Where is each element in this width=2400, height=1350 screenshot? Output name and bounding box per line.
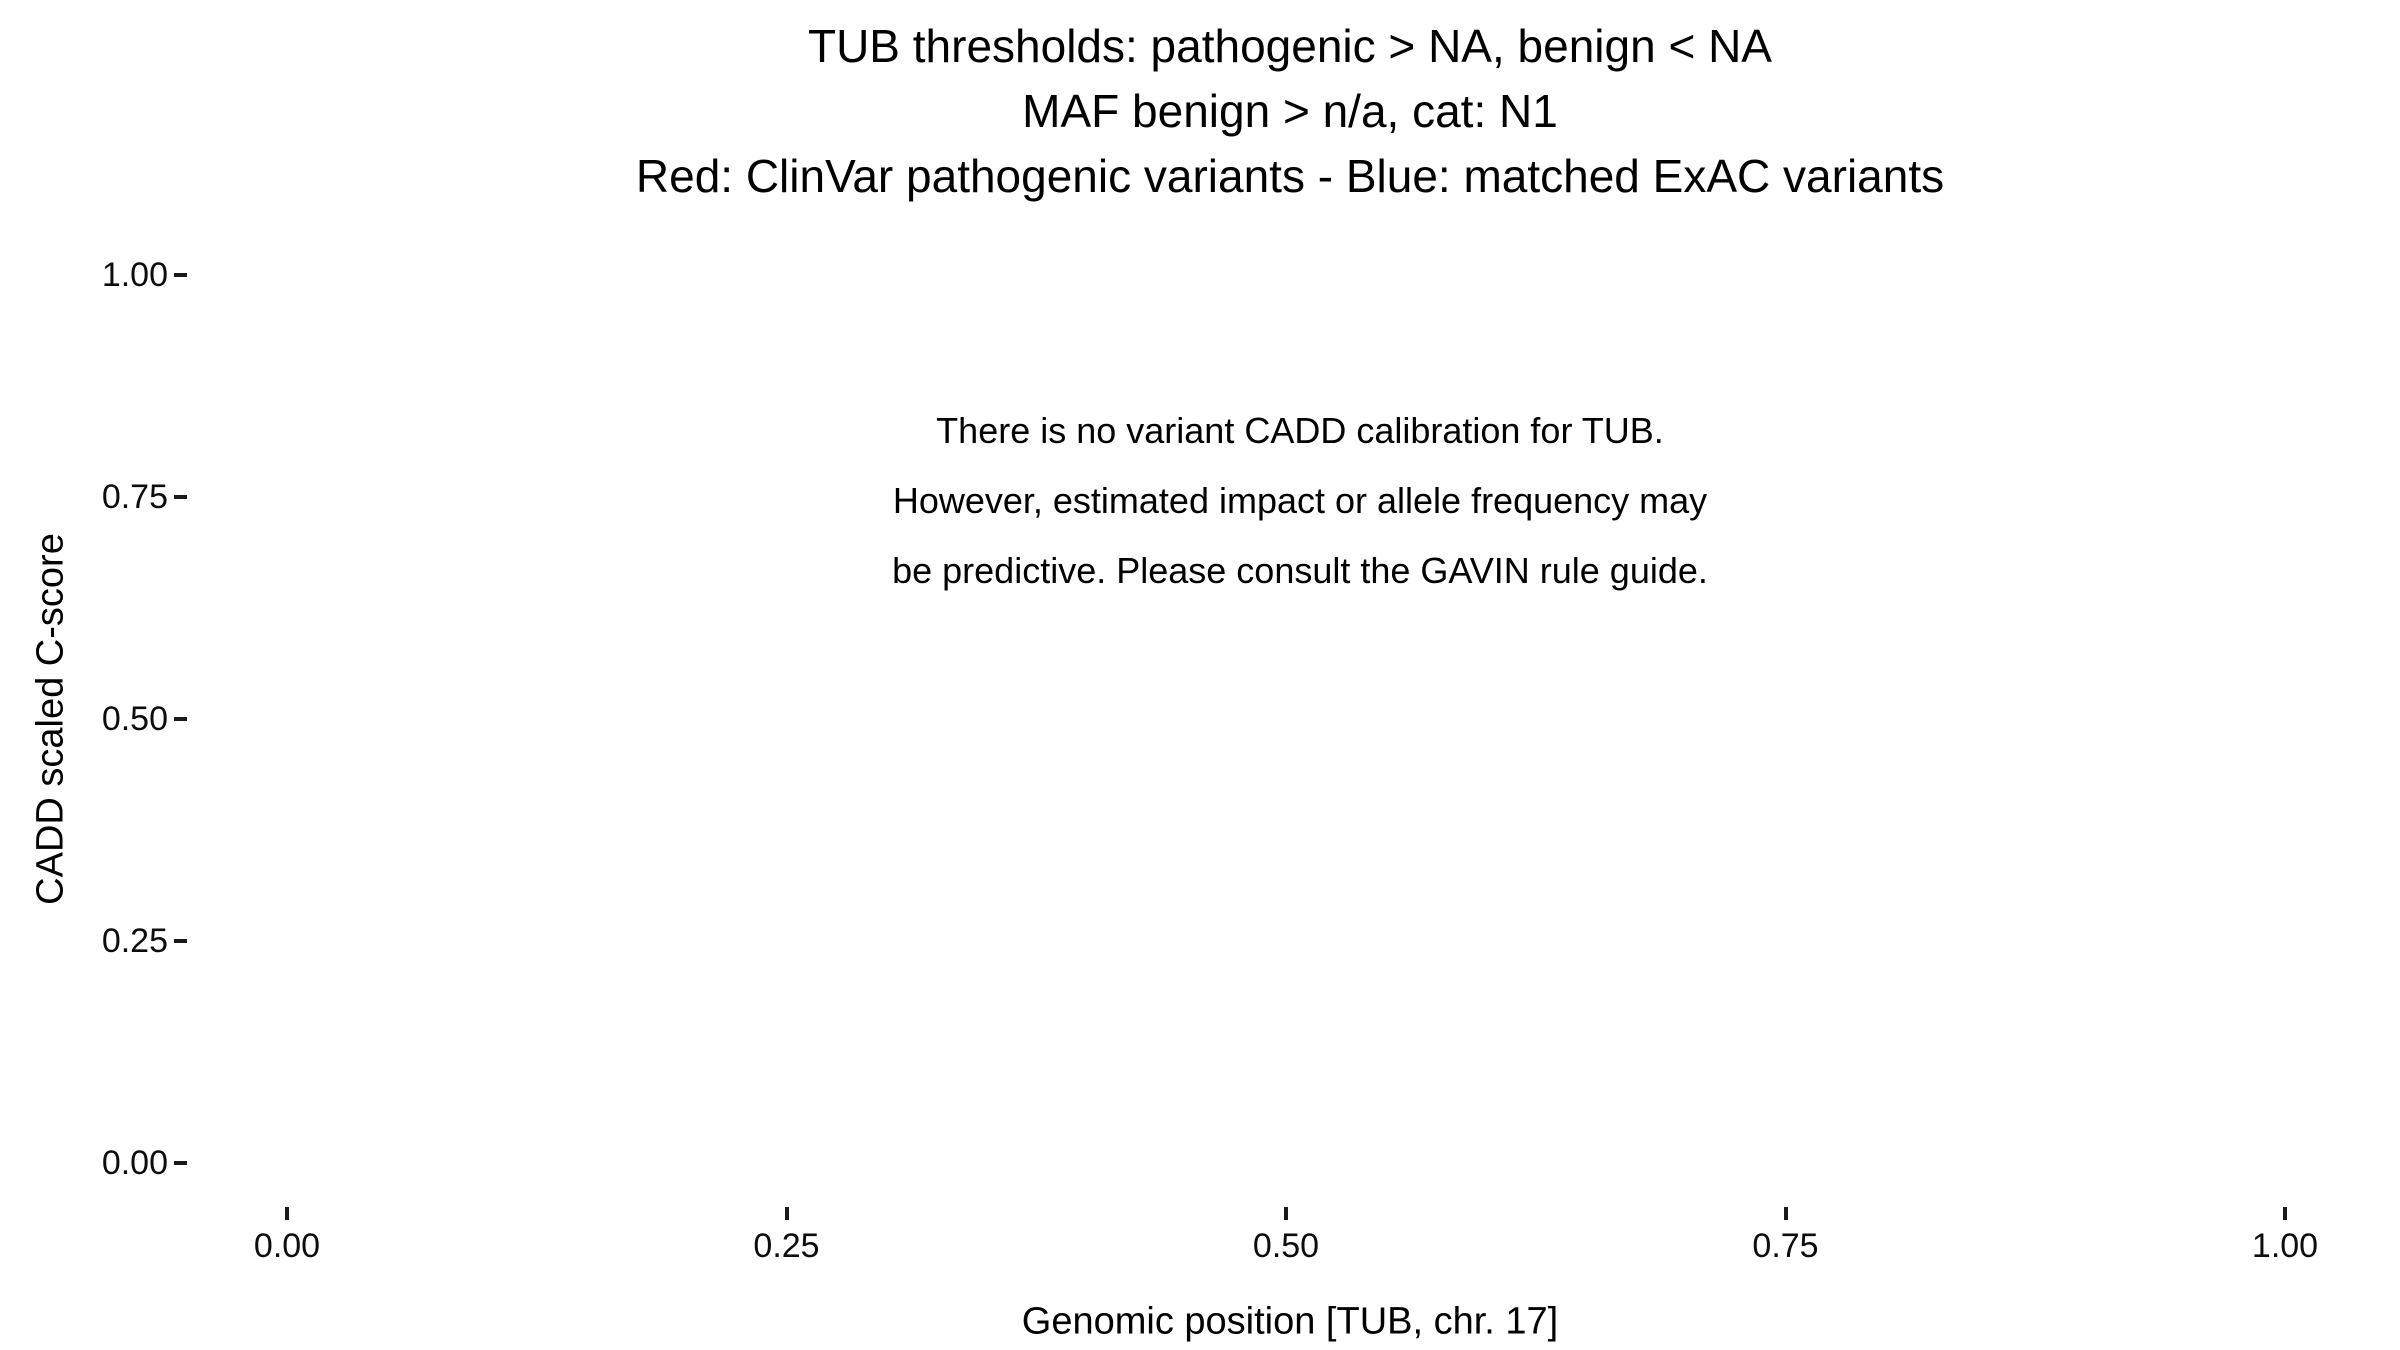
x-tick-label: 0.25	[753, 1227, 820, 1265]
panel-annotation-line-1: There is no variant CADD calibration for…	[936, 410, 1664, 451]
y-tick-mark	[174, 495, 187, 499]
y-tick-label: 0.00	[101, 1144, 168, 1182]
x-tick-mark	[1783, 1207, 1788, 1220]
y-tick-mark	[174, 939, 187, 943]
y-tick-label: 0.50	[101, 700, 168, 738]
chart-title: TUB thresholds: pathogenic > NA, benign …	[190, 14, 2390, 209]
chart-title-line-3: Red: ClinVar pathogenic variants - Blue:…	[635, 150, 1945, 202]
panel-annotation-line-2: However, estimated impact or allele freq…	[892, 480, 1708, 521]
y-tick-label: 1.00	[101, 256, 168, 294]
x-axis-title: Genomic position [TUB, chr. 17]	[1021, 1300, 1559, 1343]
plot-panel	[187, 231, 2385, 1207]
x-tick-mark	[285, 1207, 289, 1220]
x-tick-label: 0.75	[1752, 1227, 1819, 1265]
x-tick-mark	[1284, 1207, 1288, 1220]
chart-title-line-1: TUB thresholds: pathogenic > NA, benign …	[807, 20, 1772, 72]
panel-annotation: There is no variant CADD calibration for…	[892, 396, 1708, 606]
x-tick-label: 0.00	[253, 1227, 321, 1265]
y-tick-mark	[174, 273, 187, 277]
chart-title-line-2: MAF benign > n/a, cat: N1	[1022, 85, 1558, 137]
x-tick-label: 1.00	[2251, 1227, 2319, 1265]
y-tick-mark	[174, 1161, 187, 1165]
y-tick-mark	[174, 717, 187, 721]
y-tick-label: 0.25	[101, 922, 168, 960]
y-tick-label: 0.75	[101, 478, 168, 516]
x-tick-mark	[784, 1207, 789, 1220]
x-tick-label: 0.50	[1252, 1227, 1320, 1265]
panel-annotation-line-3: be predictive. Please consult the GAVIN …	[892, 550, 1708, 591]
x-tick-mark	[2283, 1207, 2287, 1220]
